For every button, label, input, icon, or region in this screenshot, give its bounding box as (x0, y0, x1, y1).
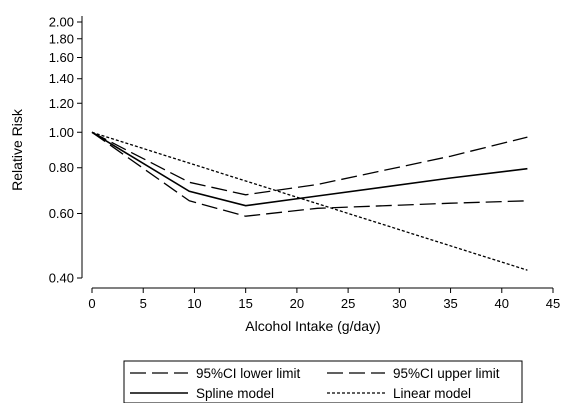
x-tick-label: 35 (443, 296, 457, 311)
chart-series (91, 131, 528, 271)
x-tick-label: 40 (495, 296, 509, 311)
legend-label: 95%CI upper limit (393, 366, 500, 381)
y-tick-label: 1.80 (49, 31, 74, 46)
series-line-spline-model (91, 131, 528, 207)
series-line-linear-model (91, 131, 528, 271)
x-tick-label: 15 (238, 296, 252, 311)
x-tick-label: 10 (187, 296, 201, 311)
y-tick-label: 1.20 (49, 96, 74, 111)
chart-axes (81, 16, 553, 289)
x-axis-title: Alcohol Intake (g/day) (245, 318, 380, 334)
series-line-95-ci-upper-limit (91, 131, 528, 196)
x-tick-label: 0 (88, 296, 95, 311)
legend-label: Linear model (393, 386, 471, 401)
y-tick-label: 1.00 (49, 125, 74, 140)
legend: 95%CI lower limit 95%CI upper limit Spline… (123, 360, 523, 403)
x-tick-label: 45 (546, 296, 560, 311)
chart-ticks: 0.40 0.60 0.80 1.00 1.20 1.40 1.60 1.802.00 0 5 10… (49, 15, 561, 312)
x-tick-label: 25 (341, 296, 355, 311)
y-tick-label: 0.80 (49, 160, 74, 175)
legend-label: Spline model (196, 386, 274, 401)
legend-frame (123, 360, 523, 403)
x-tick-label: 20 (290, 296, 304, 311)
y-tick-label: 1.60 (49, 50, 74, 65)
y-tick-label: 0.40 (49, 271, 74, 286)
legend-label: 95%CI lower limit (196, 366, 301, 381)
y-tick-label: 1.40 (49, 71, 74, 86)
x-tick-label: 5 (140, 296, 147, 311)
y-axis-title: Relative Risk (9, 108, 25, 191)
y-tick-label: 0.60 (49, 206, 74, 221)
x-tick-label: 30 (392, 296, 406, 311)
series-line-95-ci-lower-limit (91, 131, 528, 217)
y-tick-label: 2.00 (49, 15, 74, 30)
